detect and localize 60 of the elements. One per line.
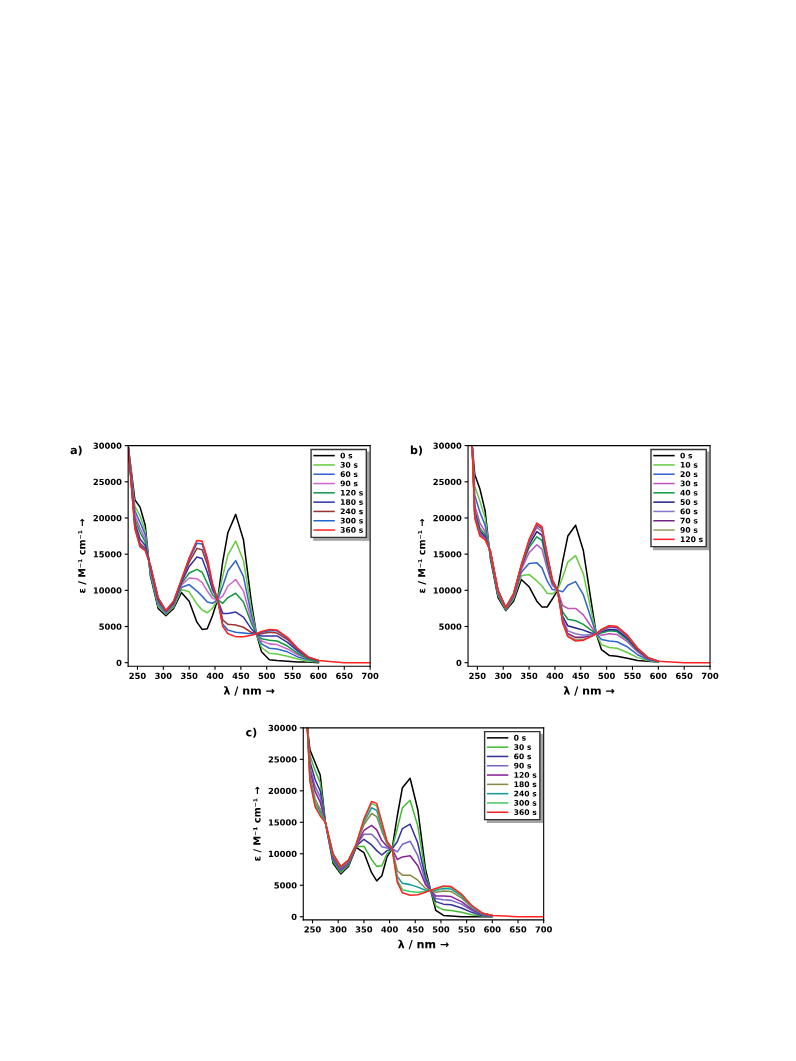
- x-tick-label: 450: [232, 672, 250, 680]
- x-tick-label: 350: [520, 672, 538, 680]
- y-tick-label: 5000: [99, 623, 122, 630]
- x-tick-label: 350: [355, 926, 373, 933]
- x-tick-label: 300: [330, 926, 347, 933]
- y-tick-label: 25000: [433, 478, 462, 486]
- x-tick-label: 550: [458, 926, 475, 933]
- x-tick-label: 500: [598, 672, 615, 680]
- x-tick-label: 500: [432, 926, 450, 933]
- x-tick-label: 550: [624, 672, 641, 680]
- x-tick-label: 400: [381, 926, 398, 933]
- y-tick-label: 25000: [268, 756, 297, 763]
- x-tick-label: 650: [336, 672, 353, 680]
- y-tick-label: 20000: [268, 787, 297, 795]
- chart-title: c): [246, 727, 257, 738]
- x-tick-label: 600: [310, 672, 327, 680]
- y-axis-title: ε / M⁻¹ cm⁻¹ →: [418, 518, 427, 593]
- x-axis-title: λ / nm →: [398, 939, 449, 950]
- y-tick-label: 15000: [93, 551, 122, 558]
- x-tick-label: 250: [304, 926, 321, 933]
- x-tick-label: 600: [650, 672, 667, 680]
- y-tick-label: 25000: [93, 478, 122, 486]
- y-tick-label: 10000: [268, 850, 297, 858]
- y-tick-label: 15000: [433, 551, 462, 558]
- x-tick-label: 300: [155, 672, 172, 680]
- x-axis-title: λ / nm →: [223, 686, 275, 696]
- y-tick-label: 30000: [433, 442, 462, 449]
- x-tick-label: 300: [495, 672, 512, 680]
- y-tick-label: 30000: [268, 724, 297, 732]
- x-tick-label: 650: [509, 926, 527, 933]
- y-tick-label: 10000: [93, 587, 122, 594]
- x-tick-label: 650: [676, 672, 693, 680]
- x-tick-label: 450: [406, 926, 424, 933]
- y-tick-label: 0: [456, 659, 462, 666]
- y-axis-title: ε / M⁻¹ cm⁻¹ →: [78, 518, 87, 593]
- x-tick-label: 400: [546, 672, 564, 680]
- chart-title: b): [410, 445, 423, 456]
- x-tick-label: 700: [362, 672, 379, 680]
- x-tick-label: 500: [258, 672, 276, 680]
- x-tick-label: 700: [535, 926, 552, 933]
- y-tick-label: 20000: [93, 514, 122, 522]
- x-tick-label: 250: [469, 672, 486, 680]
- x-tick-label: 350: [181, 672, 198, 680]
- x-tick-label: 550: [284, 672, 301, 680]
- x-tick-label: 400: [206, 672, 224, 680]
- y-tick-label: 0: [291, 913, 297, 921]
- chart-title: a): [70, 445, 82, 456]
- y-tick-label: 15000: [268, 819, 297, 826]
- y-tick-label: 5000: [274, 882, 297, 889]
- x-axis-title: λ / nm →: [563, 686, 615, 696]
- x-tick-label: 600: [484, 926, 501, 933]
- y-tick-label: 5000: [439, 623, 462, 630]
- y-tick-label: 10000: [433, 587, 462, 594]
- y-tick-label: 0: [116, 659, 122, 666]
- y-tick-label: 20000: [433, 514, 462, 522]
- y-tick-label: 30000: [93, 442, 122, 449]
- y-axis-title: ε / M⁻¹ cm⁻¹ →: [253, 786, 262, 861]
- x-tick-label: 700: [701, 672, 719, 680]
- x-tick-label: 250: [129, 672, 146, 680]
- x-tick-label: 450: [572, 672, 590, 680]
